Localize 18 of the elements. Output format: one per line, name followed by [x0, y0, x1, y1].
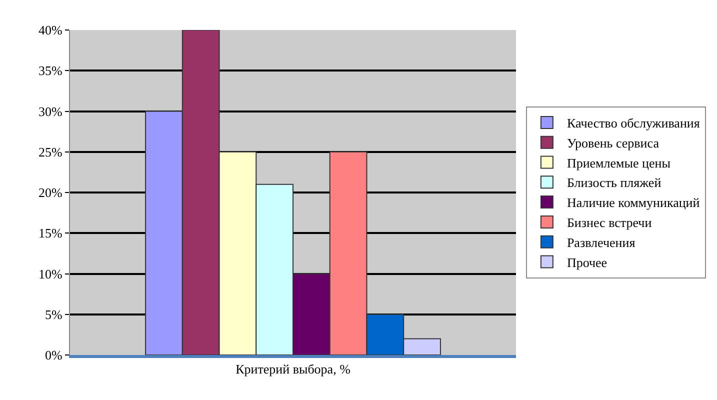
y-tick-label: 40% — [38, 22, 63, 38]
y-tick-label: 25% — [38, 144, 63, 160]
y-tick-label: 35% — [38, 63, 63, 78]
x-tick-label: Критерий выбора, % — [236, 362, 351, 377]
y-tick-label: 10% — [38, 266, 63, 282]
y-tick-label: 15% — [38, 226, 63, 241]
legend-label: Качество обслуживания — [566, 116, 700, 131]
y-tick-label: 0% — [45, 348, 63, 363]
legend-label: Уровень сервиса — [566, 135, 660, 150]
legend-label: Наличие коммуникаций — [566, 195, 700, 210]
legend-label: Приемлемые цены — [566, 155, 671, 170]
y-tick-label: 30% — [38, 104, 63, 119]
legend-label: Развлечения — [566, 234, 636, 250]
y-tick-label: 20% — [38, 185, 63, 200]
legend-label: Бизнес встречи — [566, 215, 652, 230]
legend-label: Близость пляжей — [566, 175, 662, 190]
legend-label: Прочее — [566, 254, 608, 270]
y-tick-label: 5% — [45, 306, 63, 322]
